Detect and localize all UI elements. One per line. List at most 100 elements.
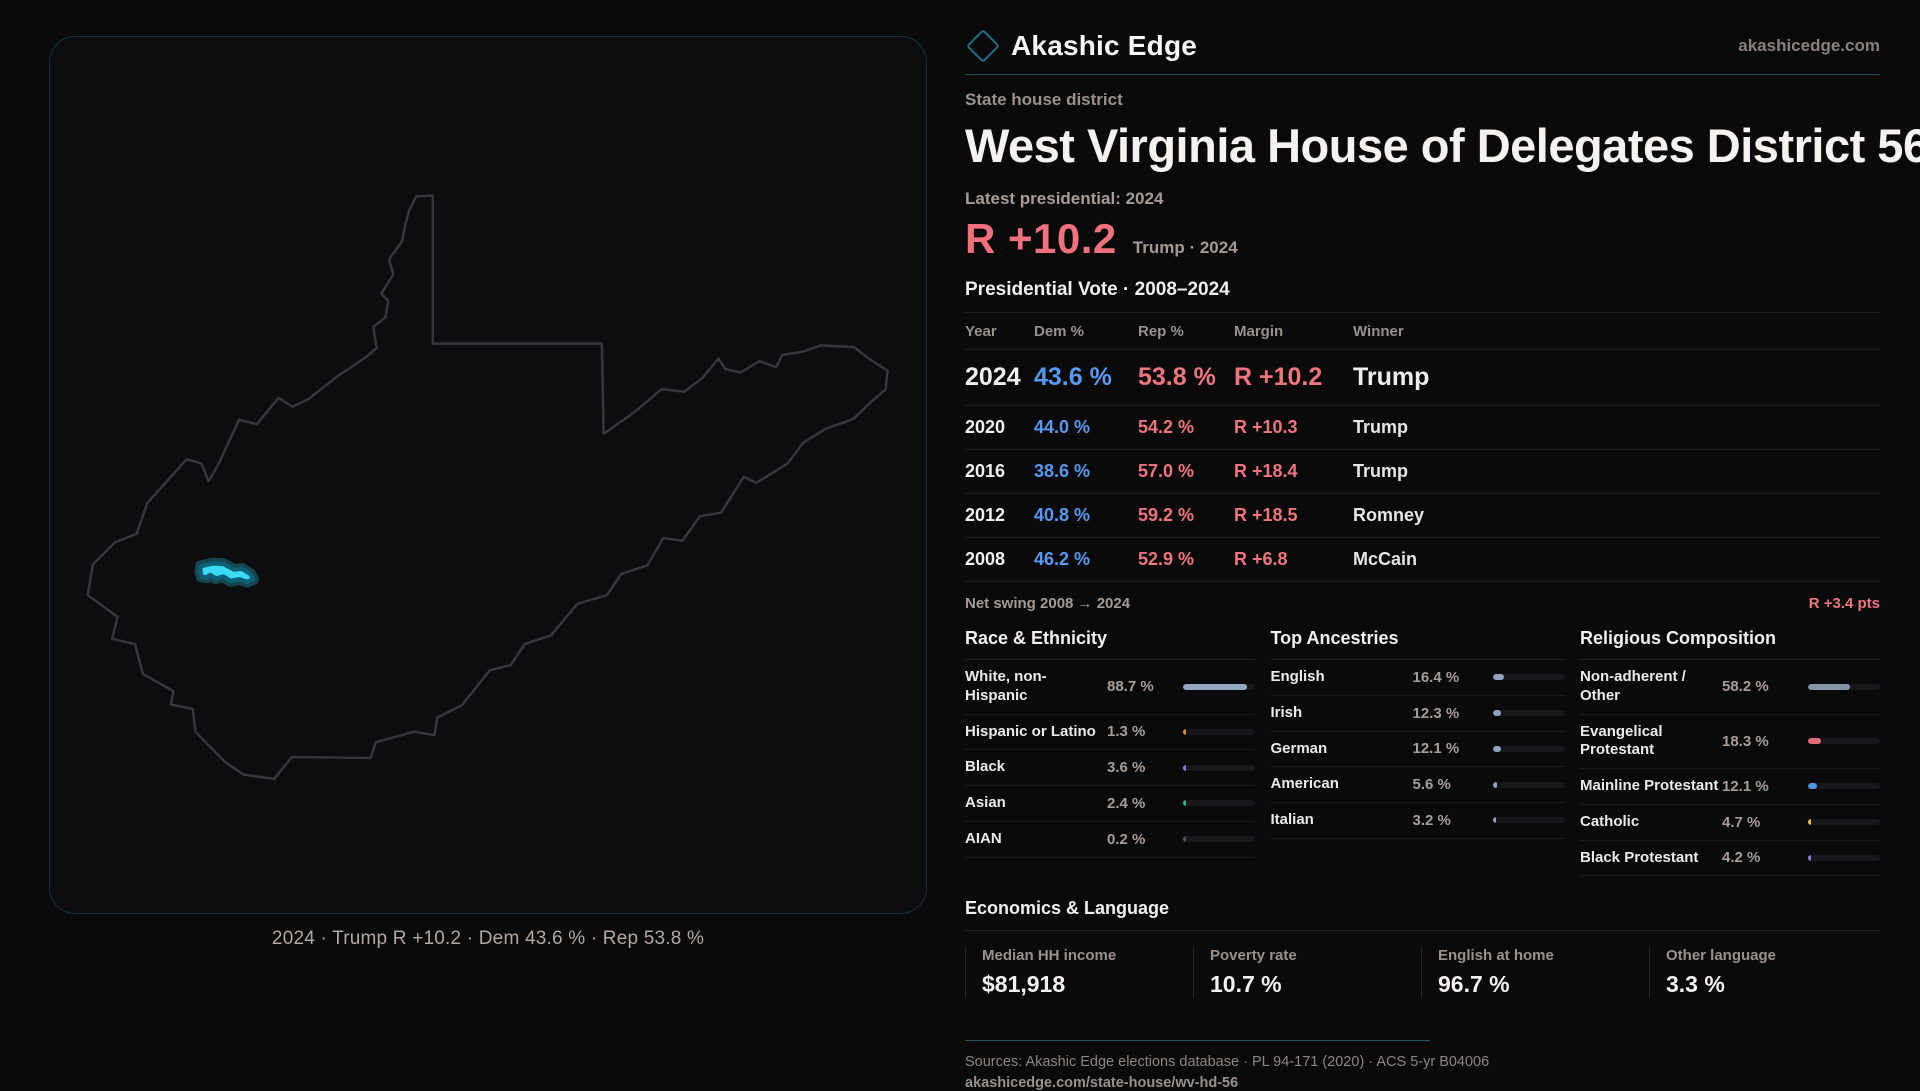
- bar-track: [1183, 836, 1255, 843]
- sources-line: Sources: Akashic Edge elections database…: [965, 1054, 1490, 1071]
- list-item: Black 3.6 %: [965, 750, 1255, 786]
- stat-other-language: Other language 3.3 %: [1649, 947, 1877, 999]
- cell-winner: Trump: [1353, 461, 1409, 481]
- col-rep: Rep %: [1138, 323, 1184, 340]
- demo-label: Hispanic or Latino: [965, 722, 1096, 740]
- cell-margin: R +6.8: [1234, 549, 1288, 569]
- report-panel: Akashic Edge akashicedge.com State house…: [965, 29, 1920, 1091]
- permalink[interactable]: akashicedge.com/state-house/wv-hd-56: [965, 1075, 1239, 1091]
- demographics-section: Race & Ethnicity White, non-Hispanic 88.…: [965, 628, 1880, 877]
- cell-winner: McCain: [1353, 549, 1418, 569]
- bar-fill: [1183, 764, 1186, 771]
- list-item: Non-adherent / Other 58.2 %: [1580, 660, 1880, 715]
- vote-table-header: Year Dem % Rep % Margin Winner: [965, 313, 1880, 350]
- highlighted-district-shape[interactable]: [194, 557, 259, 588]
- bar-fill: [1808, 819, 1812, 826]
- cell-margin: R +18.5: [1234, 505, 1298, 525]
- demo-label: Non-adherent / Other: [1580, 668, 1686, 704]
- cell-winner: Trump: [1353, 363, 1430, 391]
- bar-track: [1808, 783, 1880, 790]
- stat-value: 10.7 %: [1210, 971, 1282, 998]
- bar-track: [1183, 683, 1255, 690]
- cell-dem: 44.0 %: [1034, 417, 1091, 437]
- brand-site-link[interactable]: akashicedge.com: [1738, 36, 1880, 55]
- header-divider: [965, 74, 1880, 75]
- west-virginia-map: [86, 194, 889, 781]
- cell-margin: R +18.4: [1234, 461, 1298, 481]
- cell-year: 2016: [965, 461, 1006, 481]
- race-title: Race & Ethnicity: [965, 628, 1255, 660]
- bar-fill: [1808, 683, 1850, 690]
- demo-label: Black Protestant: [1580, 848, 1699, 866]
- footer-divider: [965, 1040, 1430, 1042]
- bar-track: [1183, 728, 1255, 735]
- col-margin: Margin: [1234, 323, 1284, 340]
- table-row: 2024 43.6 % 53.8 % R +10.2 Trump: [965, 350, 1880, 406]
- stat-median-income: Median HH income $81,918: [965, 947, 1193, 999]
- demo-value: 12.1 %: [1722, 777, 1769, 795]
- demo-value: 12.1 %: [1412, 740, 1460, 758]
- demo-label: Black: [965, 758, 1006, 776]
- cell-dem: 38.6 %: [1034, 461, 1091, 481]
- demo-value: 2.4 %: [1107, 794, 1146, 812]
- list-item: Asian 2.4 %: [965, 786, 1255, 822]
- list-item: AIAN 0.2 %: [965, 822, 1255, 858]
- cell-winner: Romney: [1353, 505, 1425, 525]
- religion-title: Religious Composition: [1580, 628, 1880, 660]
- cell-margin: R +10.2: [1234, 363, 1323, 391]
- list-item: German 12.1 %: [1270, 732, 1565, 768]
- net-swing-label: Net swing 2008 → 2024: [965, 595, 1131, 612]
- bar-track: [1808, 683, 1880, 690]
- table-row: 2020 44.0 % 54.2 % R +10.3 Trump: [965, 406, 1880, 450]
- demo-label: Evangelical Protestant: [1580, 722, 1663, 759]
- demo-value: 4.2 %: [1722, 849, 1761, 867]
- state-outline: [86, 194, 889, 781]
- bar-fill: [1492, 674, 1505, 681]
- demo-label: AIAN: [965, 829, 1002, 847]
- demo-value: 12.3 %: [1412, 704, 1460, 722]
- economics-title: Economics & Language: [965, 898, 1880, 932]
- bar-track: [1492, 710, 1565, 717]
- cell-rep: 52.9 %: [1138, 549, 1195, 569]
- demo-value: 5.6 %: [1412, 776, 1451, 794]
- stat-label: English at home: [1438, 947, 1554, 965]
- bar-fill: [1808, 738, 1822, 745]
- cell-dem: 46.2 %: [1034, 549, 1091, 569]
- header-bar: Akashic Edge akashicedge.com: [965, 29, 1880, 63]
- cell-year: 2008: [965, 549, 1006, 569]
- bar-fill: [1183, 800, 1186, 807]
- bar-fill: [1183, 683, 1247, 690]
- cell-year: 2012: [965, 505, 1006, 525]
- cell-dem: 40.8 %: [1034, 505, 1091, 525]
- district-map-panel: [49, 36, 927, 914]
- cell-rep: 54.2 %: [1138, 417, 1195, 437]
- bar-fill: [1183, 728, 1186, 735]
- list-item: English 16.4 %: [1270, 660, 1565, 696]
- race-ethnicity-column: Race & Ethnicity White, non-Hispanic 88.…: [965, 628, 1255, 876]
- bar-fill: [1492, 710, 1502, 717]
- cell-rep: 59.2 %: [1138, 505, 1195, 525]
- stat-value: 96.7 %: [1438, 971, 1510, 998]
- brand-name: Akashic Edge: [1011, 30, 1198, 61]
- ancestries-title: Top Ancestries: [1270, 628, 1565, 660]
- list-item: Hispanic or Latino 1.3 %: [965, 715, 1255, 751]
- demo-label: Irish: [1270, 703, 1303, 721]
- list-item: Mainline Protestant 12.1 %: [1580, 769, 1880, 805]
- demo-label: Catholic: [1580, 812, 1640, 830]
- economics-stats: Median HH income $81,918 Poverty rate 10…: [965, 947, 1880, 999]
- net-swing-value: R +3.4 pts: [1808, 595, 1880, 612]
- district-kicker: State house district: [965, 90, 1123, 109]
- bar-track: [1492, 674, 1565, 681]
- list-item: Irish 12.3 %: [1270, 696, 1565, 732]
- bar-track: [1808, 738, 1880, 745]
- bar-fill: [1492, 817, 1496, 824]
- demo-value: 4.7 %: [1722, 813, 1761, 831]
- cell-rep: 53.8 %: [1138, 363, 1216, 391]
- stat-value: $81,918: [982, 971, 1066, 998]
- bar-fill: [1183, 836, 1186, 843]
- stat-label: Poverty rate: [1210, 947, 1297, 965]
- demo-value: 88.7 %: [1107, 678, 1154, 696]
- bar-fill: [1808, 783, 1817, 790]
- vote-table-title: Presidential Vote · 2008–2024: [965, 279, 1880, 313]
- ancestries-column: Top Ancestries English 16.4 % Irish 12.3…: [1270, 628, 1565, 876]
